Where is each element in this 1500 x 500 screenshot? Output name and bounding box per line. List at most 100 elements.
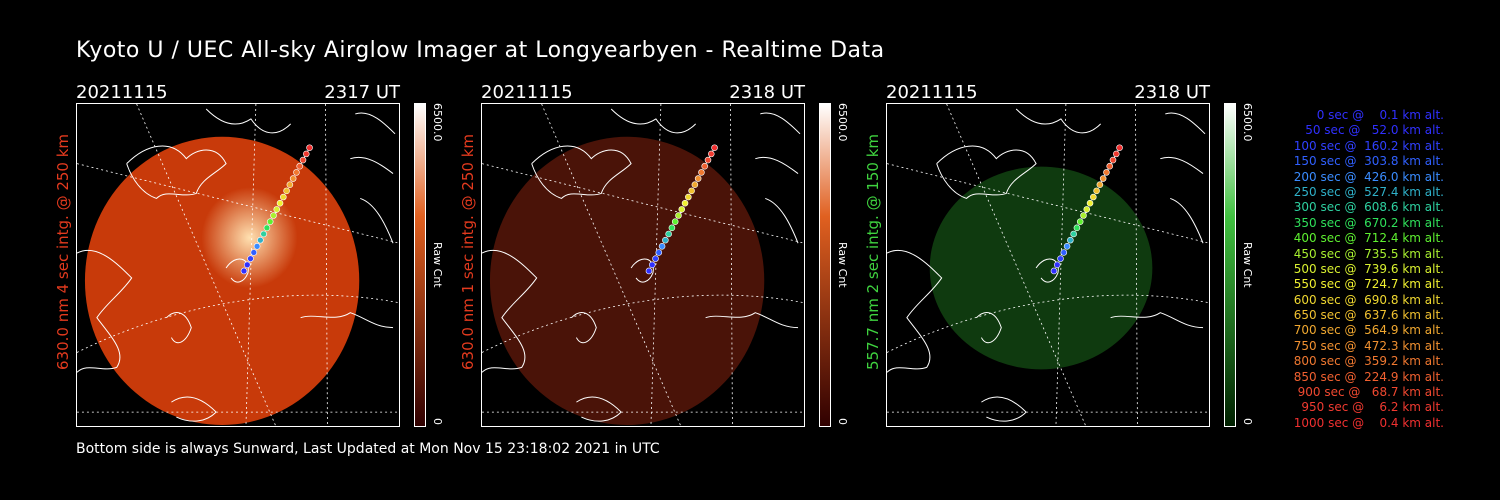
colorbar-unit-label: Raw Cnt	[431, 242, 444, 288]
track-point	[1050, 267, 1058, 275]
track-point	[253, 243, 261, 250]
track-point	[681, 199, 689, 207]
track-point	[302, 150, 310, 158]
legend-item: 150 sec @ 303.8 km alt.	[1293, 154, 1444, 169]
legend-item: 1000 sec @ 0.4 km alt.	[1293, 415, 1444, 430]
coastline-4	[360, 197, 394, 244]
grid-line-b	[946, 104, 1087, 426]
track-point	[704, 156, 712, 164]
legend-item: 650 sec @ 637.6 km alt.	[1293, 308, 1444, 323]
track-point	[694, 175, 702, 182]
coastline-5	[166, 312, 192, 344]
track-point	[701, 162, 708, 170]
grid-line-d	[482, 294, 804, 353]
coastline-8	[1110, 312, 1204, 329]
panel-date: 20211115	[886, 82, 978, 103]
track-point	[296, 162, 303, 170]
track-point	[1093, 187, 1100, 195]
grid-line-e	[730, 104, 733, 426]
grid-line-b	[541, 104, 682, 426]
coastline-6	[225, 258, 249, 283]
track-point	[1116, 144, 1123, 152]
coastline-3	[755, 112, 801, 174]
legend-item: 400 sec @ 712.4 km alt.	[1293, 231, 1444, 246]
track-point	[286, 181, 294, 188]
panel-time: 2317 UT	[324, 82, 400, 103]
altitude-legend: 0 sec @ 0.1 km alt. 50 sec @ 52.0 km alt.…	[1294, 108, 1444, 431]
legend-item: 500 sec @ 739.6 km alt.	[1293, 261, 1444, 276]
page-title: Kyoto U / UEC All-sky Airglow Imager at …	[76, 38, 885, 63]
grid-line-e	[325, 104, 328, 426]
coastline-6	[1035, 258, 1059, 283]
track-point	[283, 187, 290, 195]
coastline-1	[936, 145, 1037, 199]
airglow-field	[84, 136, 360, 426]
track-point	[1090, 193, 1097, 201]
track-point	[306, 144, 313, 152]
legend-item: 800 sec @ 359.2 km alt.	[1293, 354, 1444, 369]
legend-item: 850 sec @ 224.9 km alt.	[1293, 369, 1444, 384]
track-point	[1112, 150, 1120, 158]
legend-item: 50 sec @ 52.0 km alt.	[1305, 123, 1444, 138]
grid-line-e	[1135, 104, 1138, 426]
track-point	[1096, 181, 1104, 188]
coastline-6	[630, 258, 654, 283]
track-point	[688, 187, 695, 195]
track-point	[1070, 230, 1077, 238]
coastline-7	[171, 396, 217, 422]
track-point	[240, 267, 248, 275]
allsky-image	[76, 103, 400, 427]
track-point	[1073, 224, 1081, 232]
track-point	[1076, 218, 1084, 225]
coastline-4	[765, 197, 799, 244]
coastline-0	[482, 249, 538, 373]
coastline-3	[350, 112, 396, 174]
track-point	[1099, 175, 1107, 182]
airglow-field	[489, 136, 765, 426]
track-point	[280, 193, 287, 201]
track-point	[263, 224, 271, 232]
coastline-8	[705, 312, 799, 329]
legend-item: 0 sec @ 0.1 km alt.	[1316, 108, 1444, 122]
track-point	[652, 255, 659, 262]
panel-time: 2318 UT	[729, 82, 805, 103]
track-point	[685, 193, 692, 201]
track-point	[698, 169, 705, 176]
track-point	[247, 255, 254, 262]
legend-item: 350 sec @ 670.2 km alt.	[1293, 215, 1444, 230]
grid-line-c	[1055, 104, 1067, 426]
track-point	[711, 144, 718, 152]
track-point	[243, 261, 251, 269]
coastline-2	[1015, 108, 1102, 134]
panel-wavelength-label: 557.7 nm 2 sec intg. @ 150 km	[864, 133, 882, 370]
coastline-1	[126, 145, 227, 199]
coastline-7	[981, 396, 1027, 422]
legend-item: 750 sec @ 472.3 km alt.	[1293, 338, 1444, 353]
grid-line-d	[887, 294, 1209, 353]
track-point	[665, 230, 672, 238]
track-point	[662, 236, 669, 244]
coastline-0	[77, 249, 133, 373]
legend-item: 250 sec @ 527.4 km alt.	[1293, 184, 1444, 199]
track-point	[1053, 261, 1061, 269]
colorbar	[414, 103, 426, 427]
track-point	[270, 212, 277, 219]
track-point	[1103, 169, 1110, 176]
track-point	[671, 218, 679, 225]
legend-item: 300 sec @ 608.6 km alt.	[1293, 200, 1444, 215]
track-point	[1060, 249, 1068, 256]
coastline-8	[300, 312, 394, 329]
track-point	[655, 249, 663, 256]
coastline-1	[531, 145, 632, 199]
panel-date: 20211115	[481, 82, 573, 103]
track-point	[648, 261, 656, 269]
colorbar-min-label: 0	[836, 418, 849, 425]
legend-item: 200 sec @ 426.0 km alt.	[1293, 169, 1444, 184]
track-point	[260, 230, 267, 238]
track-point	[1109, 156, 1117, 164]
grid-line-a	[887, 163, 1209, 244]
footer-note: Bottom side is always Sunward, Last Upda…	[76, 441, 660, 457]
track-point	[276, 199, 284, 207]
colorbar-max-label: 6500.0	[431, 103, 444, 142]
legend-item: 900 sec @ 68.7 km alt.	[1297, 385, 1444, 400]
